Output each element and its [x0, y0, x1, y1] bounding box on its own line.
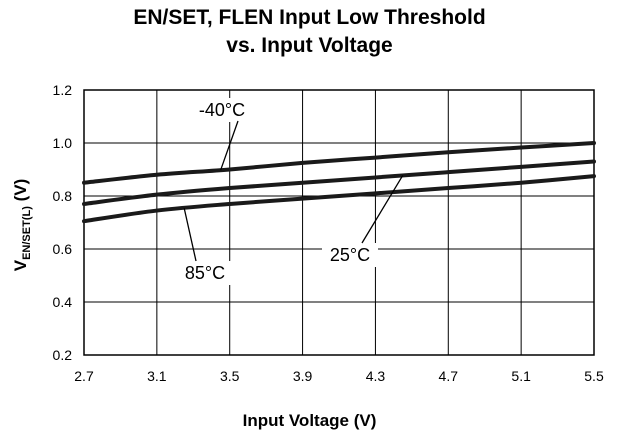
annotation-minus40c-leader: [219, 120, 239, 171]
annotation-85c-background: [177, 261, 233, 285]
series-line-85c: [82, 174, 596, 224]
chart-title-line-1: EN/SET, FLEN Input Low Threshold: [133, 6, 486, 29]
x-tick-label-7: 5.5: [584, 368, 604, 384]
annotation-25c-background: [322, 243, 378, 267]
x-tick-label-3: 3.9: [293, 368, 313, 384]
y-tick-label-4: 1.0: [53, 135, 73, 151]
series-line-minus40c: [82, 141, 596, 185]
plot-frame: [83, 89, 595, 356]
series-line-25c: [82, 159, 596, 206]
y-axis-label: VEN/SET(L) (V): [11, 179, 33, 272]
annotation-minus40c-label: -40°C: [199, 100, 245, 120]
y-tick-label-1: 0.4: [53, 294, 73, 310]
y-tick-label-3: 0.8: [53, 188, 73, 204]
x-tick-label-2: 3.5: [220, 368, 240, 384]
y-axis-label-subscript: EN/SET(L): [21, 206, 34, 260]
x-tick-label-0: 2.7: [74, 368, 94, 384]
annotation-85c-label: 85°C: [185, 263, 225, 283]
y-tick-label-0: 0.2: [53, 347, 73, 363]
x-tick-label-4: 4.3: [366, 368, 386, 384]
y-axis-label-unit: (V): [10, 178, 30, 207]
y-tick-label-2: 0.6: [53, 241, 73, 257]
annotation-25c-leader: [361, 175, 404, 244]
x-tick-label-6: 5.1: [511, 368, 531, 384]
y-tick-label-5: 1.2: [53, 82, 73, 98]
x-tick-label-5: 4.7: [439, 368, 459, 384]
y-axis-label-main: V: [10, 259, 30, 272]
x-tick-label-1: 3.1: [147, 368, 167, 384]
annotation-minus40c-background: [194, 98, 250, 122]
annotation-25c-label: 25°C: [330, 245, 370, 265]
chart-title-line-2: vs. Input Voltage: [226, 34, 393, 57]
x-axis-label: Input Voltage (V): [242, 411, 377, 430]
annotation-85c-leader: [183, 207, 197, 262]
